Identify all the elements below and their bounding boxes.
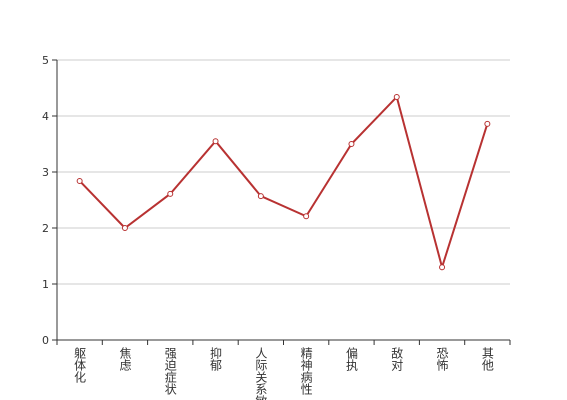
y-tick-label: 3 bbox=[42, 166, 49, 179]
y-tick-label: 0 bbox=[42, 334, 49, 347]
point bbox=[212, 138, 219, 145]
x-tick-label: 偏执 bbox=[344, 346, 358, 372]
y-tick-label: 2 bbox=[42, 222, 49, 235]
y-tick-label: 1 bbox=[42, 278, 49, 291]
y-tick-label: 4 bbox=[42, 110, 49, 123]
x-tick-label: 恐怖 bbox=[435, 347, 449, 371]
x-tick-label: 强迫症状 bbox=[163, 347, 177, 395]
y-tick-label: 5 bbox=[42, 54, 49, 67]
point bbox=[393, 93, 400, 100]
point bbox=[76, 177, 83, 184]
x-tick-label: 精神病性 bbox=[299, 347, 313, 396]
x-tick-label: 抑郁 bbox=[209, 346, 223, 372]
point bbox=[484, 120, 491, 127]
x-tick-label: 人际关系敏感 bbox=[254, 347, 268, 400]
point bbox=[348, 141, 355, 147]
x-tick-label: 焦虑 bbox=[118, 347, 132, 371]
x-tick-label: 敌对 bbox=[390, 346, 404, 371]
line bbox=[78, 94, 489, 271]
point bbox=[303, 213, 310, 220]
x-tick-label: 其他 bbox=[480, 347, 494, 371]
x-tick-label: 躯体化 bbox=[73, 346, 87, 384]
point bbox=[439, 264, 446, 271]
point bbox=[167, 190, 174, 197]
point bbox=[121, 225, 128, 231]
point bbox=[257, 193, 264, 200]
